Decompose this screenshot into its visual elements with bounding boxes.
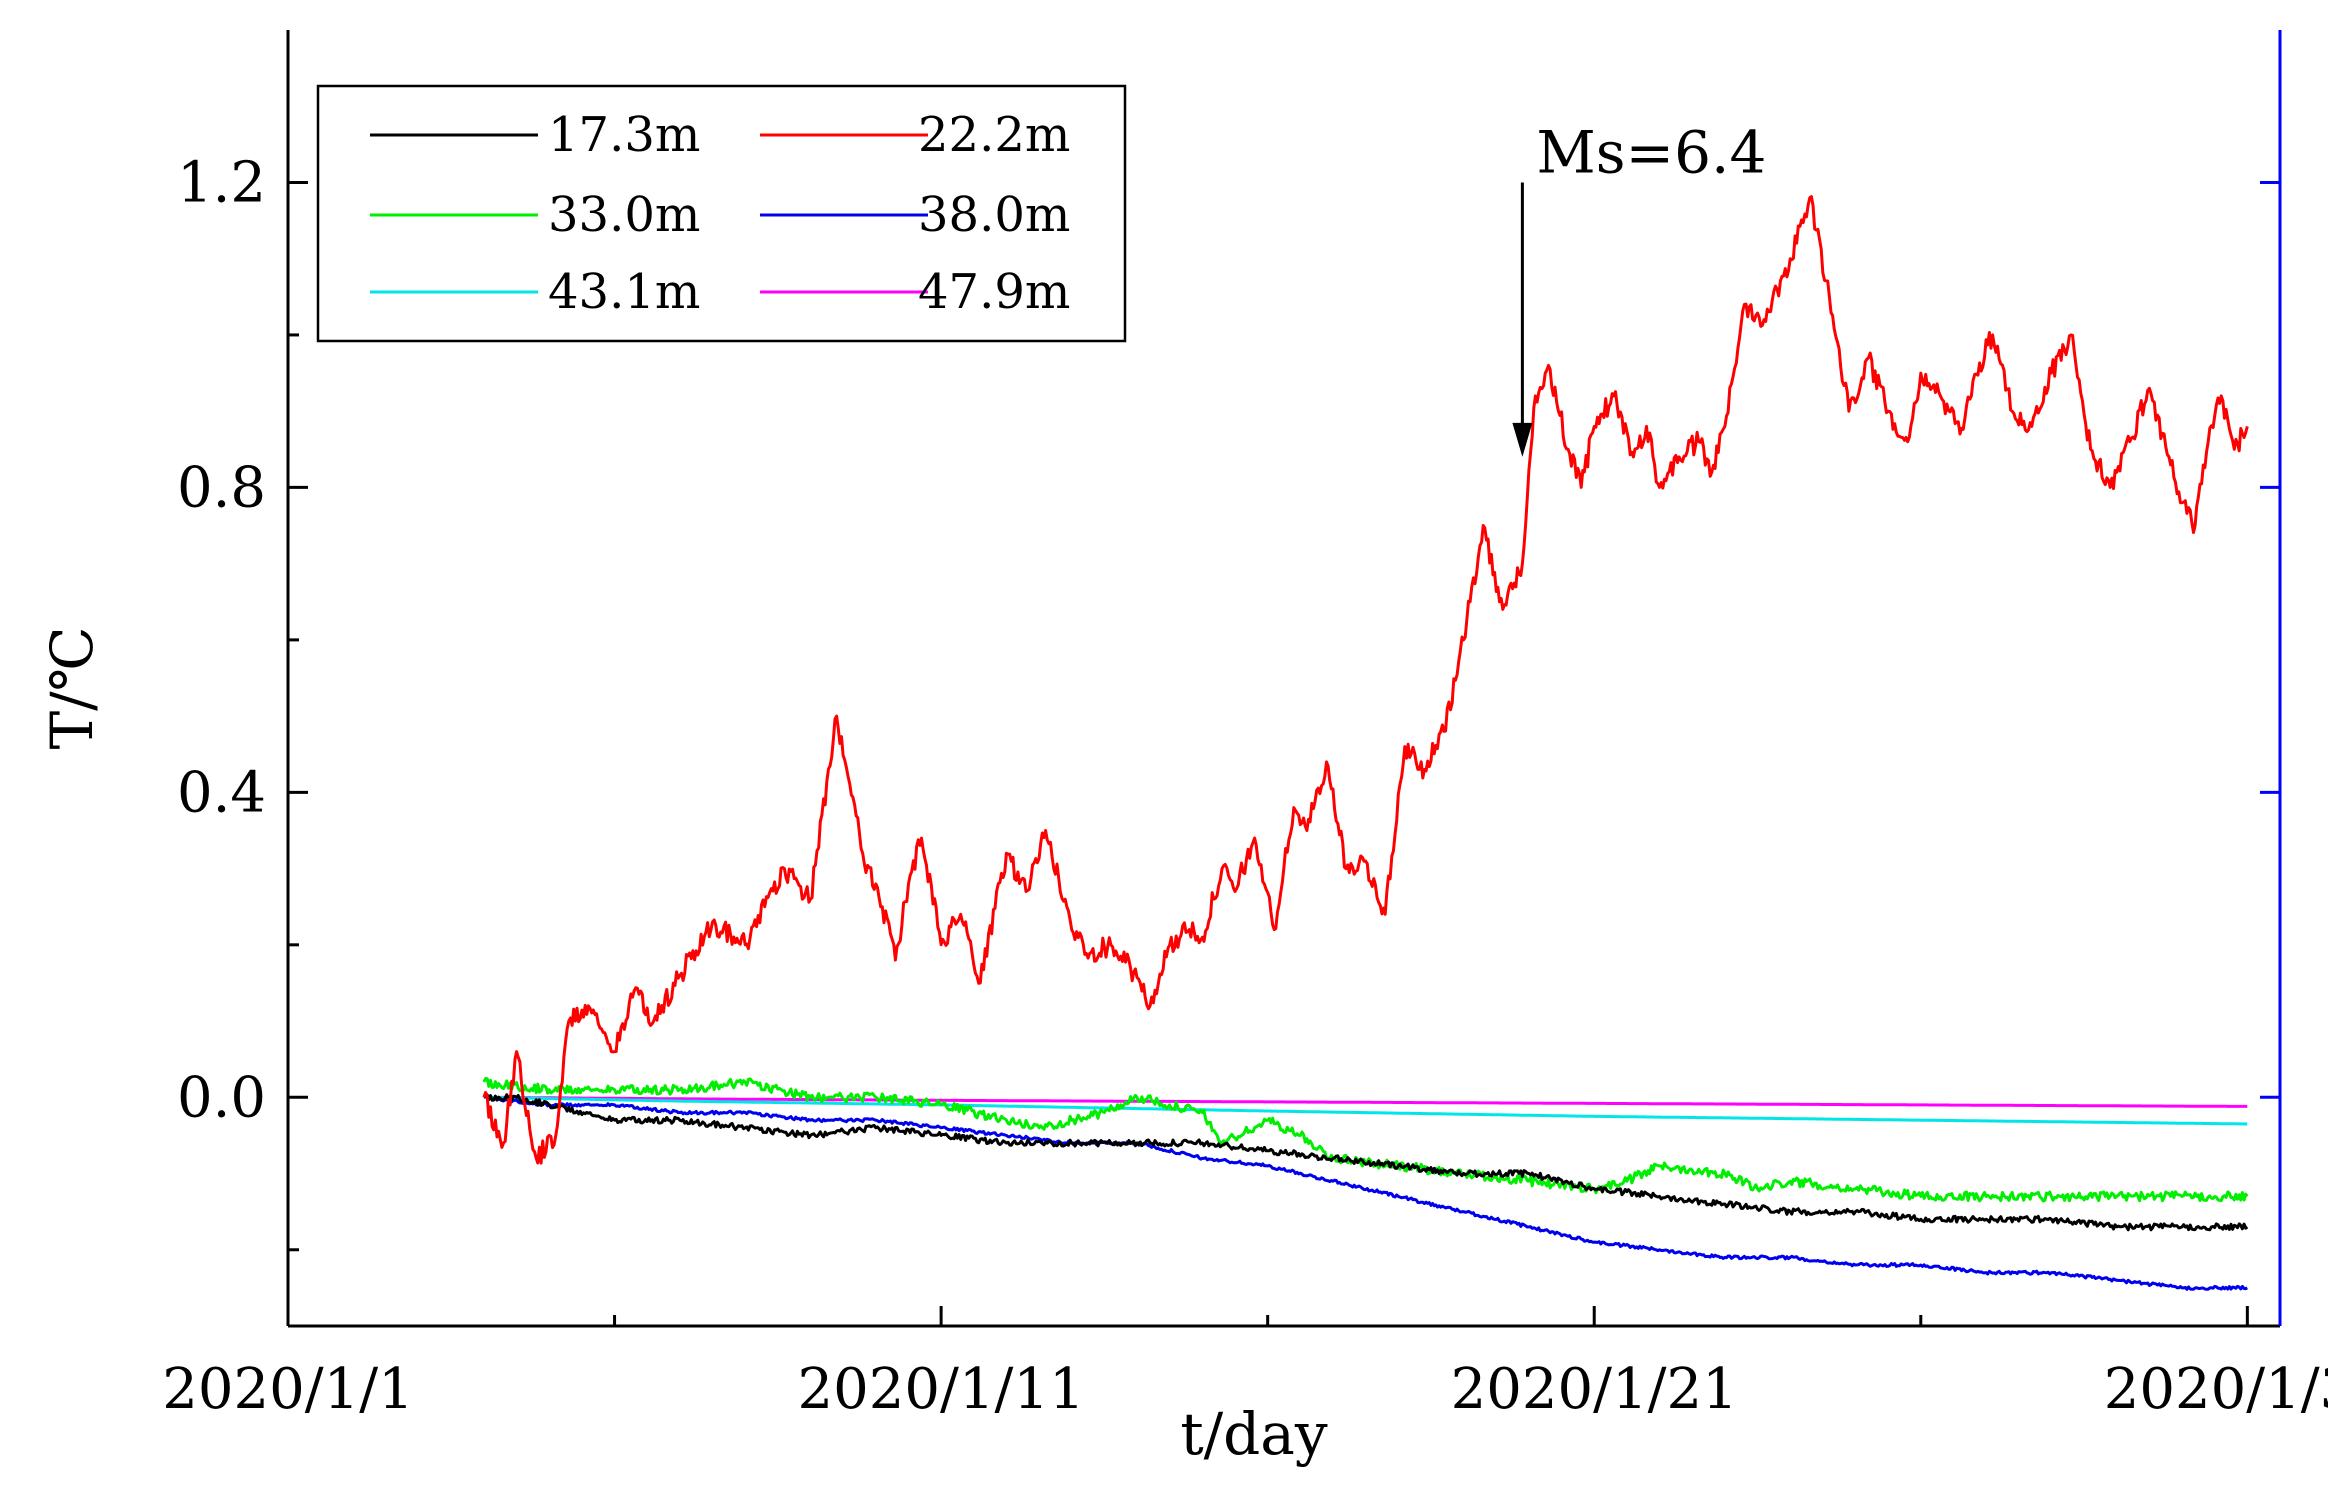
legend-label-47-9m: 47.9m bbox=[918, 264, 1070, 320]
axes: 0.0 0.4 0.8 1.2 2020/1/1 2020/1/11 2020/1/21 20… bbox=[38, 30, 2328, 1468]
legend-label-38-0m: 38.0m bbox=[918, 187, 1070, 243]
y-tick-label: 1.2 bbox=[177, 150, 266, 215]
legend-label-43-1m: 43.1m bbox=[548, 264, 700, 320]
y-tick-label: 0.0 bbox=[177, 1065, 266, 1130]
legend-label-17-3m: 17.3m bbox=[548, 107, 700, 163]
series-line-43-1m bbox=[483, 1095, 2248, 1126]
annotation-arrow-head bbox=[1512, 422, 1533, 457]
x-tick-label: 2020/1/31 bbox=[2104, 1357, 2328, 1422]
y-tick-label: 0.8 bbox=[177, 455, 266, 520]
x-axis-title: t/day bbox=[1180, 1400, 1328, 1468]
series-line-33-0m bbox=[482, 1077, 2249, 1203]
y-axis-title: T/℃ bbox=[38, 626, 106, 749]
legend-label-33-0m: 33.0m bbox=[548, 187, 700, 243]
series-line-38-0m bbox=[483, 1094, 2248, 1291]
series-lines bbox=[482, 195, 2249, 1291]
annotation: Ms=6.4 bbox=[1512, 118, 1766, 457]
x-tick-label: 2020/1/21 bbox=[1451, 1357, 1738, 1422]
series-line-17-3m bbox=[482, 1093, 2249, 1232]
x-tick-label: 2020/1/1 bbox=[162, 1357, 414, 1422]
y-tick-label: 0.4 bbox=[177, 760, 266, 825]
series-line-47-9m bbox=[483, 1095, 2248, 1108]
annotation-label: Ms=6.4 bbox=[1536, 118, 1766, 186]
legend: 17.3m 22.2m 33.0m 38.0m 43.1m 47.9m bbox=[316, 84, 1127, 343]
legend-label-22-2m: 22.2m bbox=[918, 107, 1070, 163]
x-tick-label: 2020/1/11 bbox=[798, 1357, 1085, 1422]
series-line-22-2m bbox=[482, 195, 2249, 1165]
